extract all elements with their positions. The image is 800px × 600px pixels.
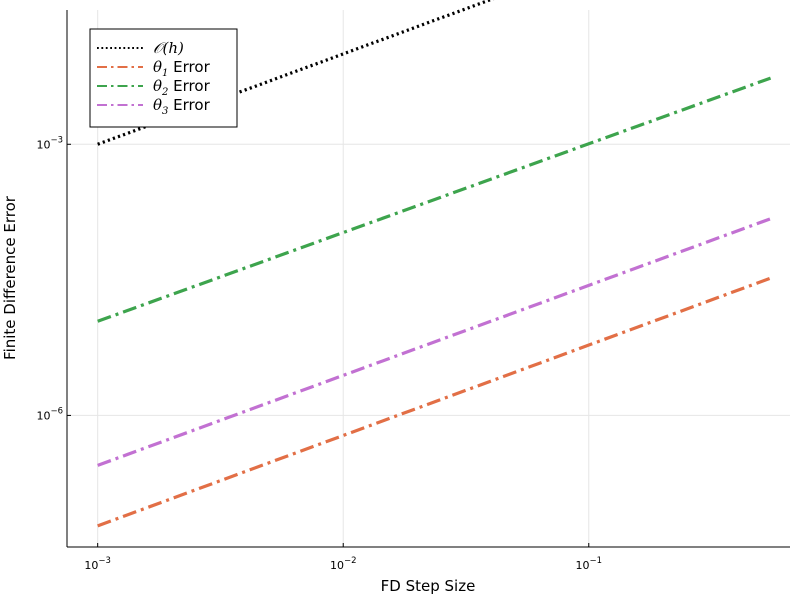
series-line-2 bbox=[97, 276, 772, 528]
x-axis-label: FD Step Size bbox=[381, 577, 476, 595]
series-line-3 bbox=[97, 76, 772, 323]
y-axis-label: Finite Difference Error bbox=[1, 195, 19, 360]
legend-label-2: θ1 Error bbox=[153, 58, 211, 79]
legend-label-3: θ2 Error bbox=[153, 77, 211, 98]
axes bbox=[66, 10, 790, 548]
series-line-4 bbox=[97, 217, 772, 467]
tick-labels: 10−3 10−2 10−1 10−3 10−6 bbox=[36, 135, 602, 572]
x-tick-label: 10−3 bbox=[84, 556, 111, 572]
y-tick-label: 10−6 bbox=[36, 406, 63, 422]
x-tick-label: 10−1 bbox=[576, 556, 603, 572]
y-tick-label: 10−3 bbox=[36, 135, 63, 151]
legend-label-1: 𝒪(h) bbox=[153, 39, 184, 57]
x-tick-label: 10−2 bbox=[330, 556, 357, 572]
legend-box bbox=[89, 28, 238, 128]
grid-lines bbox=[67, 10, 790, 547]
legend-label-4: θ3 Error bbox=[153, 96, 211, 117]
